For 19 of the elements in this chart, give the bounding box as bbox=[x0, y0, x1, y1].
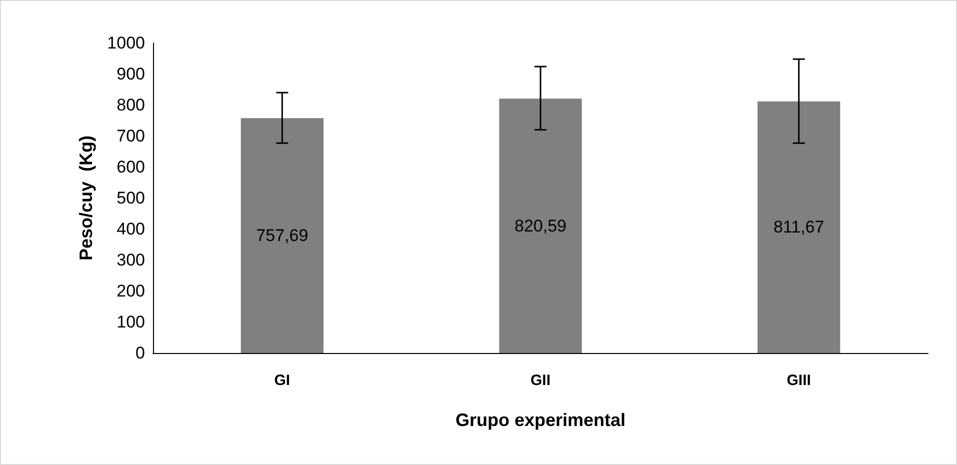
x-tick-label: GIII bbox=[786, 372, 811, 389]
y-axis-title: Peso/cuy (Kg) bbox=[76, 135, 96, 261]
data-label: 811,67 bbox=[773, 218, 824, 237]
data-label: 757,69 bbox=[256, 226, 308, 246]
y-tick-label: 300 bbox=[116, 250, 145, 270]
y-tick-label: 900 bbox=[116, 64, 145, 84]
x-axis-title: Grupo experimental bbox=[455, 410, 626, 430]
y-tick-label: 0 bbox=[136, 344, 145, 362]
data-label: 820,59 bbox=[514, 216, 566, 236]
y-tick-label: 800 bbox=[116, 96, 145, 114]
x-tick-label: GII bbox=[530, 372, 551, 389]
y-tick-label: 400 bbox=[116, 220, 145, 238]
y-tick-label: 600 bbox=[116, 158, 145, 176]
y-tick-label: 200 bbox=[116, 282, 145, 300]
y-tick-label: 500 bbox=[116, 188, 145, 208]
y-tick-label: 100 bbox=[116, 312, 145, 332]
x-tick-label: GI bbox=[274, 372, 290, 389]
y-tick-label: 700 bbox=[116, 126, 145, 146]
y-tick-label: 1000 bbox=[107, 34, 145, 52]
